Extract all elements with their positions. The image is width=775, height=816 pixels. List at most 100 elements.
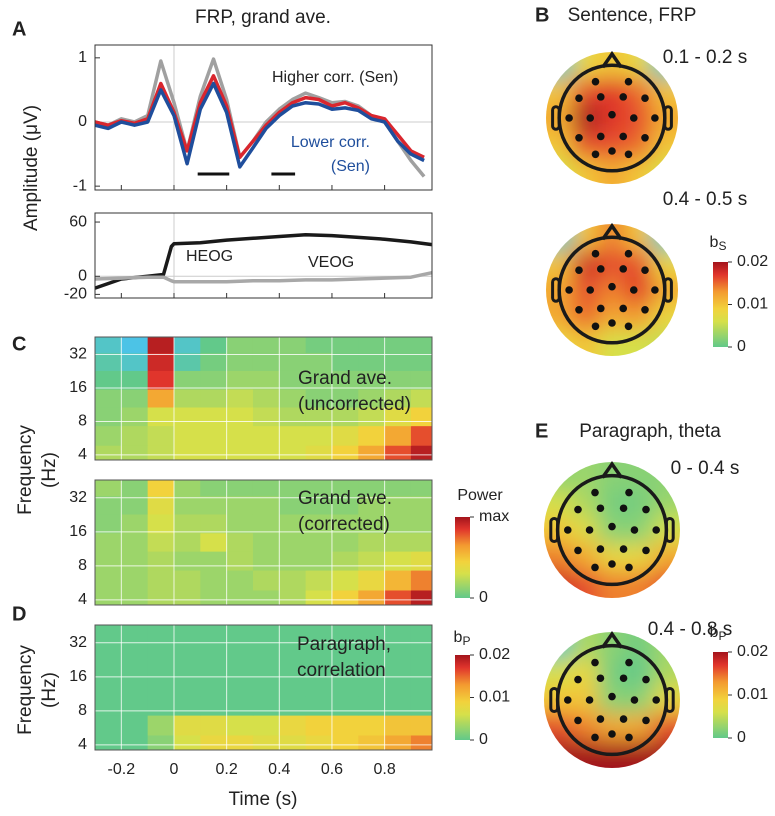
- heatmap-cell: [148, 445, 175, 460]
- colorbar-tick-label: 0.02: [479, 646, 510, 663]
- heatmap-cell: [227, 445, 254, 460]
- electrode: [642, 717, 650, 725]
- topomap-cell: [653, 516, 711, 544]
- colorbar-label: Power: [457, 487, 503, 504]
- heatmap-cell: [332, 696, 359, 716]
- heatmap-cell: [95, 445, 122, 460]
- y-tick-label: 1: [78, 49, 87, 66]
- electrode: [620, 545, 628, 553]
- heatmap-cell: [227, 570, 254, 590]
- heatmap-cell: [411, 496, 433, 515]
- colorbar-label: bP: [454, 629, 471, 648]
- annotation: Grand ave.: [298, 368, 392, 389]
- colorbar-tick-label: 0.02: [737, 253, 768, 270]
- heatmap-cell: [411, 533, 433, 552]
- electrode: [586, 526, 594, 534]
- heatmap-cell: [200, 496, 227, 515]
- electrode: [597, 305, 605, 313]
- heatmap-cell: [306, 570, 333, 590]
- electrode: [641, 306, 649, 314]
- heatmap-cell: [95, 426, 122, 446]
- heatmap-cell: [95, 696, 122, 716]
- electrode: [630, 114, 638, 122]
- heatmap-cell: [121, 407, 148, 426]
- heatmap-cell: [121, 696, 148, 716]
- electrode: [564, 696, 572, 704]
- electrode: [591, 734, 599, 742]
- heatmap-cell: [148, 514, 175, 533]
- topomap-cell: [516, 105, 573, 132]
- topomap-cell: [598, 741, 626, 799]
- heatmap-cell: [279, 533, 306, 552]
- heatmap-cell: [411, 696, 433, 716]
- electrode: [619, 265, 627, 273]
- y-axis-label: Amplitude (μV): [21, 105, 42, 231]
- topomap-cell: [514, 516, 572, 544]
- electrode: [564, 526, 572, 534]
- heatmap-cell: [332, 590, 359, 606]
- heatmap-cell: [200, 659, 227, 678]
- heatmap-cell: [148, 389, 175, 408]
- electrode: [631, 696, 639, 704]
- heatmap-cell: [227, 407, 254, 426]
- electrode: [620, 715, 628, 723]
- electrode: [592, 250, 600, 258]
- colorbar-label-sub: P: [718, 629, 726, 643]
- heatmap-cell: [227, 389, 254, 408]
- electrode: [620, 674, 628, 682]
- heatmap-cell: [148, 641, 175, 660]
- electrode: [597, 133, 605, 141]
- heatmap-cell: [358, 715, 385, 735]
- heatmap-cell: [95, 407, 122, 426]
- heatmap-cell: [253, 696, 280, 716]
- y-tick-label: 4: [78, 446, 87, 463]
- topomap-cell: [598, 489, 626, 517]
- topomap-cell: [625, 194, 652, 251]
- heatmap-cell: [95, 641, 122, 660]
- topomap-cell: [516, 194, 573, 251]
- heatmap-cell: [227, 735, 254, 751]
- electrode: [565, 114, 573, 122]
- y-axis-label: Frequency: [15, 645, 36, 735]
- electrode: [597, 715, 605, 723]
- electrode: [619, 305, 627, 313]
- heatmap-cell: [306, 590, 333, 606]
- electrode: [625, 250, 633, 258]
- electrode: [608, 283, 616, 291]
- heatmap-cell: [332, 533, 359, 552]
- heatmap-cell: [121, 641, 148, 660]
- heatmap-cell: [174, 590, 201, 606]
- topomap-cell: [514, 686, 572, 714]
- heatmap-cell: [253, 625, 280, 641]
- electrode: [597, 545, 605, 553]
- panel-letter: D: [12, 603, 26, 625]
- heatmap-cell: [121, 625, 148, 641]
- electrode: [591, 489, 599, 497]
- heatmap-cell: [253, 678, 280, 697]
- heatmap-cell: [148, 625, 175, 641]
- heatmap-cell: [200, 480, 227, 496]
- heatmap-cell: [385, 715, 412, 735]
- topomap-cell: [599, 194, 626, 251]
- heatmap-cell: [358, 426, 385, 446]
- topomap-cell: [516, 131, 573, 158]
- topomap-cell: [652, 78, 709, 105]
- heatmap-cell: [411, 389, 433, 408]
- heatmap-cell: [174, 715, 201, 735]
- heatmap-cell: [121, 480, 148, 496]
- electrode: [641, 266, 649, 274]
- heatmap-cell: [148, 337, 175, 353]
- heatmap-cell: [121, 426, 148, 446]
- electrode: [625, 78, 633, 86]
- heatmap-cell: [411, 480, 433, 496]
- heatmap-cell: [385, 590, 412, 606]
- heatmap-cell: [279, 590, 306, 606]
- y-tick-label: 8: [78, 413, 87, 430]
- panel-letter: E: [535, 420, 548, 442]
- x-tick-label: 0.6: [321, 761, 343, 778]
- heatmap-cell: [148, 370, 175, 389]
- heatmap-cell: [253, 641, 280, 660]
- topomap-cell: [572, 158, 599, 215]
- topomap-cell: [516, 277, 573, 304]
- heatmap-cell: [306, 445, 333, 460]
